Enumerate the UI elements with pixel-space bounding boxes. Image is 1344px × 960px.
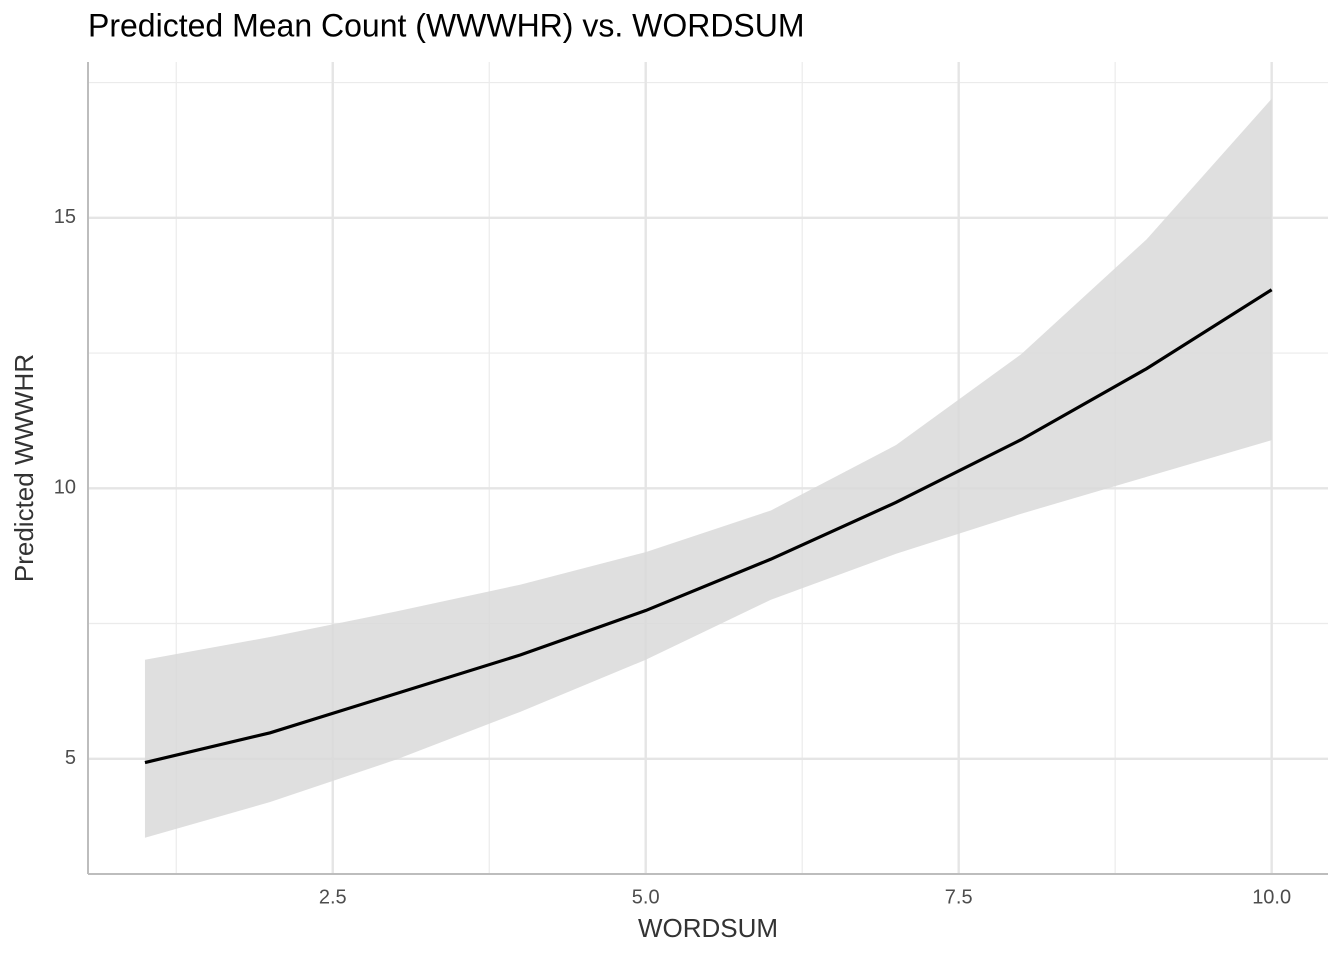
x-tick-label: 2.5 (319, 886, 347, 908)
y-tick-label: 10 (54, 477, 76, 499)
chart-title: Predicted Mean Count (WWWHR) vs. WORDSUM (88, 7, 805, 43)
x-axis-title: WORDSUM (638, 913, 778, 943)
y-tick-label: 5 (65, 747, 76, 769)
x-tick-label: 10.0 (1252, 886, 1291, 908)
confidence-band (144, 98, 1272, 838)
y-tick-label: 15 (54, 206, 76, 228)
x-tick-label: 5.0 (632, 886, 660, 908)
line (144, 288, 1273, 765)
y-axis-title: Predicted WWWHR (9, 354, 39, 582)
x-tick-label: 7.5 (945, 886, 973, 908)
